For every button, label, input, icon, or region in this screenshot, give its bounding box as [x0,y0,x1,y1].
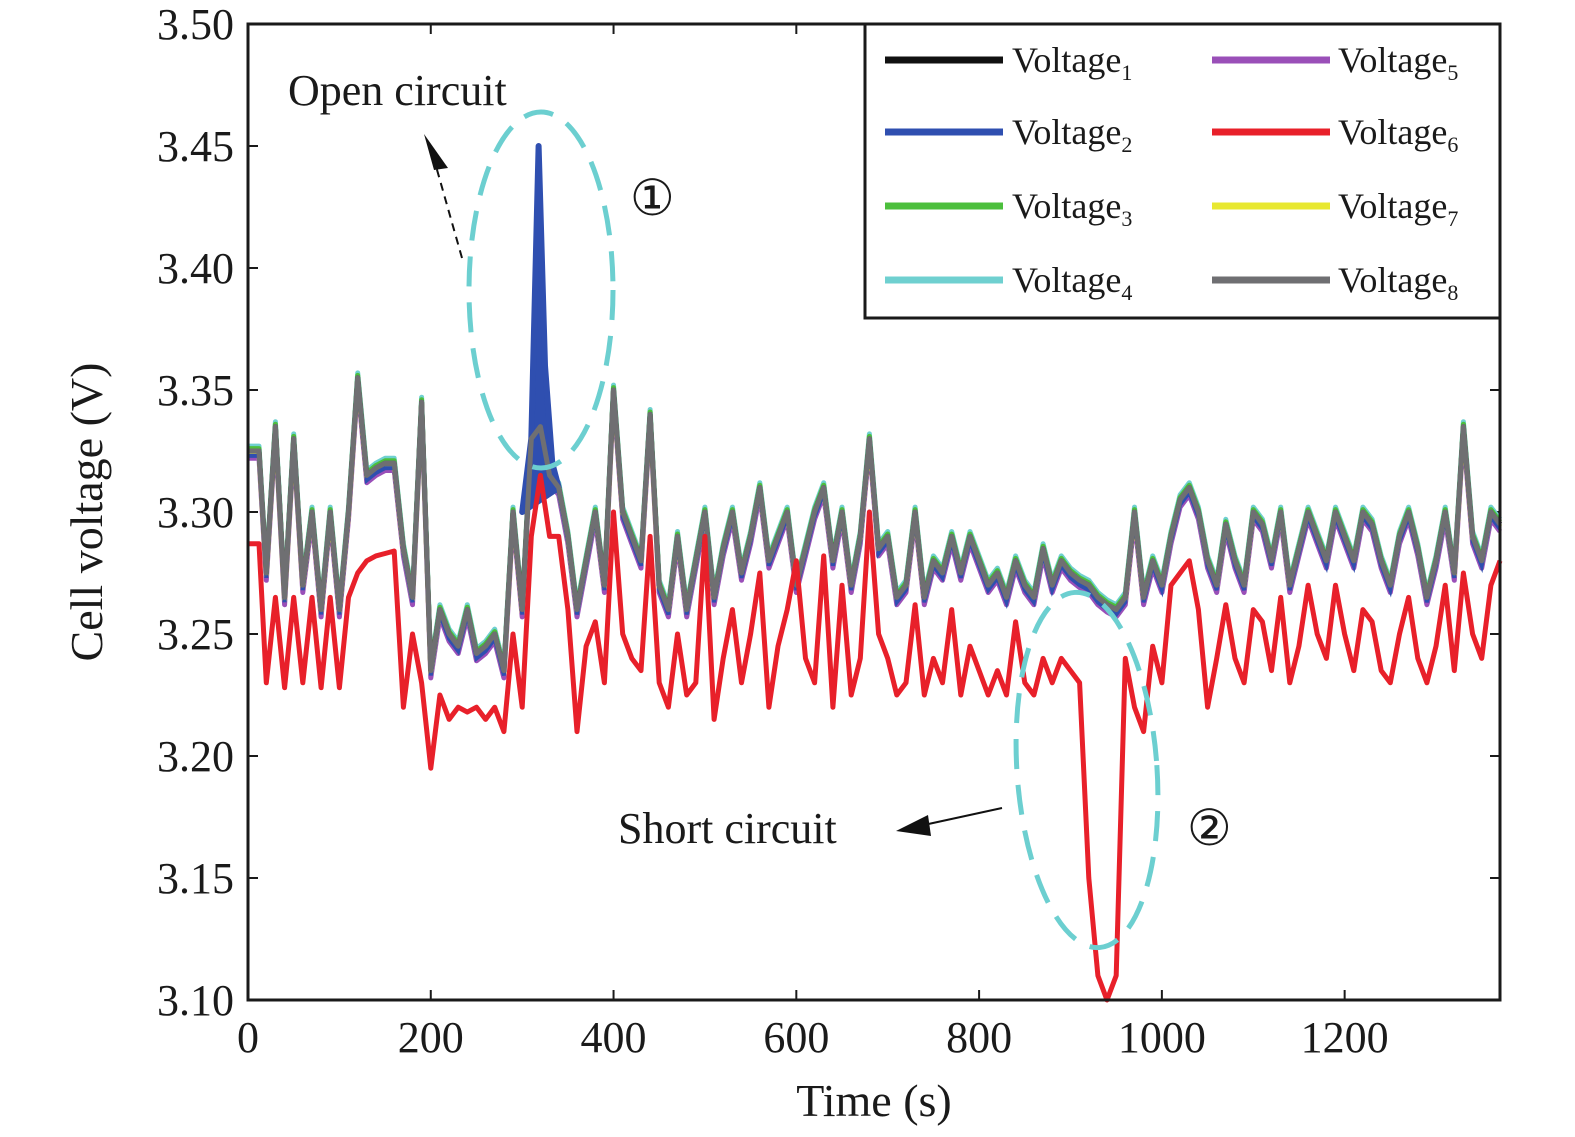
legend-label: Voltage2 [1012,112,1132,157]
legend-label-sub: 8 [1447,280,1458,305]
open-circuit-arrow [429,144,463,259]
legend-label-name: Voltage [1012,40,1121,80]
legend-label-name: Voltage [1012,112,1121,152]
legend-label-name: Voltage [1338,112,1447,152]
open-circuit-ellipse [466,109,616,471]
legend: Voltage1Voltage2Voltage3Voltage4Voltage5… [863,22,1502,320]
legend-entry-voltage6: Voltage6 [1212,112,1458,157]
legend-label-sub: 4 [1121,280,1132,305]
legend-entry-voltage3: Voltage3 [885,186,1132,231]
short-circuit-label: Short circuit [618,804,837,853]
legend-label-sub: 2 [1121,132,1132,157]
legend-label-sub: 5 [1447,60,1458,85]
y-axis-title: Cell voltage (V) [61,363,112,662]
legend-label: Voltage5 [1338,40,1458,85]
x-axis-title: Time (s) [796,1075,952,1126]
legend-label-sub: 7 [1447,206,1458,231]
legend-entry-voltage7: Voltage7 [1212,186,1458,231]
open-circuit-label: Open circuit [288,66,507,115]
legend-entry-voltage8: Voltage8 [1212,260,1458,305]
legend-label: Voltage6 [1338,112,1458,157]
open-circuit-marker: ① [630,169,675,227]
legend-entry-voltage4: Voltage4 [885,260,1132,305]
y-tick-label: 3.45 [157,122,234,171]
legend-label-sub: 1 [1121,60,1132,85]
legend-label-name: Voltage [1012,186,1121,226]
legend-entry-voltage2: Voltage2 [885,112,1132,157]
legend-entry-voltage1: Voltage1 [885,40,1132,85]
open-circuit-arrowhead [424,134,448,170]
x-tick-label: 200 [398,1013,464,1062]
plot-lines [248,143,1503,1003]
y-tick-label: 3.50 [157,0,234,49]
legend-entry-voltage5: Voltage5 [1212,40,1458,85]
legend-label-name: Voltage [1338,186,1447,226]
legend-label-sub: 6 [1447,132,1458,157]
legend-label: Voltage4 [1012,260,1132,305]
x-tick-label: 400 [581,1013,647,1062]
legend-label: Voltage1 [1012,40,1132,85]
legend-label: Voltage3 [1012,186,1132,231]
y-axis-ticks: 3.10 3.15 3.20 3.25 3.30 3.35 3.40 3.45 3.50 [157,0,1500,1025]
series-line-voltage8-top [248,375,1503,674]
y-tick-label: 3.35 [157,366,234,415]
legend-box [863,22,1502,320]
legend-label-name: Voltage [1338,40,1447,80]
legend-label-name: Voltage [1338,260,1447,300]
x-axis-ticks: 0 200 400 600 800 1000 1200 [237,24,1389,1062]
x-tick-label: 1000 [1118,1013,1206,1062]
x-tick-label: 0 [237,1013,259,1062]
legend-label-sub: 3 [1121,206,1132,231]
y-tick-label: 3.25 [157,610,234,659]
short-circuit-marker: ② [1187,799,1232,857]
x-tick-label: 600 [763,1013,829,1062]
series-line-voltage6 [248,472,1503,1003]
legend-label: Voltage7 [1338,186,1458,231]
y-tick-label: 3.30 [157,488,234,537]
short-circuit-ellipse [1013,589,1161,951]
x-tick-label: 1200 [1301,1013,1389,1062]
legend-label: Voltage8 [1338,260,1458,305]
y-tick-label: 3.15 [157,854,234,903]
legend-label-name: Voltage [1012,260,1121,300]
short-circuit-arrowhead [896,815,931,836]
annotations: Open circuit ① Short circuit ② [288,66,1232,951]
y-tick-label: 3.40 [157,244,234,293]
x-tick-label: 800 [946,1013,1012,1062]
open-circuit-spike [519,143,562,515]
y-tick-label: 3.20 [157,732,234,781]
y-tick-label: 3.10 [157,976,234,1025]
